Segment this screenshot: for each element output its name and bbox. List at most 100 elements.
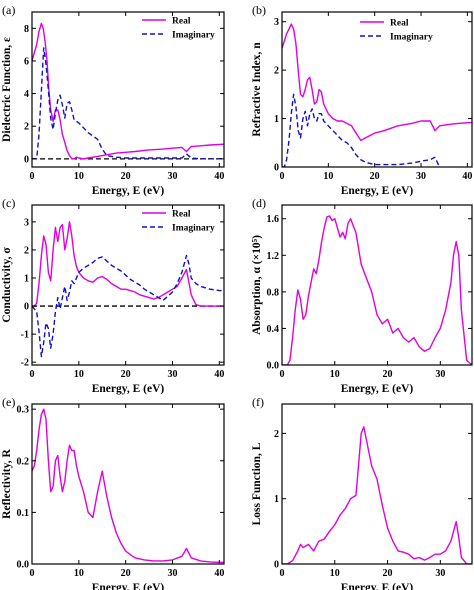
y-tick-label: 1 bbox=[274, 114, 279, 125]
series-line-main bbox=[282, 215, 472, 365]
y-tick-label: 0.8 bbox=[267, 287, 280, 298]
y-tick-label: 0.0 bbox=[267, 361, 280, 372]
plot-frame bbox=[281, 11, 473, 168]
y-tick-label: 1.2 bbox=[267, 251, 280, 262]
series-line-imaginary bbox=[32, 254, 224, 358]
x-tick-label: 10 bbox=[74, 369, 84, 380]
x-tick-label: 10 bbox=[330, 568, 340, 579]
series-line-imaginary bbox=[32, 47, 224, 160]
legend: Real Imaginary bbox=[360, 19, 433, 43]
legend: Real Imaginary bbox=[142, 17, 215, 41]
x-tick-label: 40 bbox=[214, 568, 224, 579]
y-tick-label: 3 bbox=[24, 217, 29, 228]
x-tick-label: 30 bbox=[167, 369, 177, 380]
series-line-main bbox=[282, 426, 472, 564]
y-tick-label: 2 bbox=[24, 245, 29, 256]
x-tick-label: 40 bbox=[214, 369, 224, 380]
x-tick-label: 10 bbox=[74, 568, 84, 579]
x-tick-label: 30 bbox=[435, 369, 445, 380]
y-axis-label: Conductivity, σ bbox=[1, 247, 13, 323]
y-tick-label: 0.1 bbox=[17, 508, 30, 519]
x-tick-label: 30 bbox=[167, 171, 177, 182]
plot-frame bbox=[281, 403, 473, 565]
legend-label: Real bbox=[172, 17, 191, 27]
y-tick-label: 0.2 bbox=[17, 456, 30, 467]
panel-tag: (d) bbox=[252, 196, 266, 210]
x-axis-label: Energy, E (eV) bbox=[92, 582, 165, 590]
x-tick-label: 20 bbox=[121, 369, 131, 380]
y-tick-label: 1 bbox=[274, 494, 279, 505]
series-line-real bbox=[32, 221, 224, 307]
chart-panel-3: 0 10 20 30 40 -2 -1 0 1 2 3 Energy, E (eV) Conductiv… bbox=[1, 196, 225, 395]
legend-label: Real bbox=[390, 19, 409, 29]
y-tick-label: -2 bbox=[21, 358, 29, 369]
y-tick-label: 1 bbox=[24, 273, 29, 284]
panel-tag: (b) bbox=[252, 3, 266, 17]
y-tick-label: 0 bbox=[24, 302, 29, 313]
x-tick-label: 20 bbox=[121, 171, 131, 182]
x-tick-label: 0 bbox=[30, 369, 35, 380]
y-axis-label: Reflectivity, R bbox=[1, 449, 13, 519]
y-tick-label: 3 bbox=[274, 17, 279, 28]
x-tick-label: 10 bbox=[74, 171, 84, 182]
y-tick-label: 8 bbox=[24, 24, 29, 35]
x-tick-label: 0 bbox=[280, 171, 285, 182]
legend: Real Imaginary bbox=[142, 210, 215, 234]
x-axis-label: Energy, E (eV) bbox=[341, 185, 414, 197]
y-tick-label: 2 bbox=[274, 66, 279, 77]
y-tick-label: 4 bbox=[24, 89, 29, 100]
x-tick-label: 40 bbox=[462, 171, 472, 182]
panel-tag: (f) bbox=[252, 395, 264, 409]
chart-panel-1: 0 10 20 30 40 0 2 4 6 8 Energy, E (eV) Dielectric F… bbox=[1, 3, 225, 197]
chart-panel-5: 0 10 20 30 40 0.0 0.1 0.2 0.3 Energy, E (eV) Refle… bbox=[1, 395, 225, 590]
y-axis-label: Absorption, α (×10⁵) bbox=[251, 235, 263, 335]
chart-panel-2: 0 10 20 30 40 0 1 2 3 Energy, E (eV) Refractive In… bbox=[251, 3, 473, 197]
y-tick-label: 0.0 bbox=[17, 560, 30, 571]
x-tick-label: 20 bbox=[121, 568, 131, 579]
x-tick-label: 30 bbox=[416, 171, 426, 182]
x-axis-label: Energy, E (eV) bbox=[92, 383, 165, 395]
x-axis-label: Energy, E (eV) bbox=[92, 185, 165, 197]
y-axis-label: Loss Function, L bbox=[251, 442, 263, 525]
y-tick-label: 2 bbox=[24, 122, 29, 133]
plot-frame bbox=[31, 204, 225, 366]
y-tick-label: 0 bbox=[274, 560, 279, 571]
x-tick-label: 0 bbox=[30, 568, 35, 579]
x-tick-label: 20 bbox=[383, 369, 393, 380]
x-tick-label: 0 bbox=[280, 568, 285, 579]
x-tick-label: 20 bbox=[383, 568, 393, 579]
x-tick-label: 40 bbox=[214, 171, 224, 182]
y-tick-label: 2 bbox=[274, 429, 279, 440]
y-tick-label: 0.4 bbox=[267, 324, 280, 335]
legend-label: Imaginary bbox=[390, 33, 433, 43]
plot-frame bbox=[31, 11, 225, 168]
legend-label: Imaginary bbox=[172, 224, 215, 234]
series-line-imaginary bbox=[282, 93, 441, 167]
x-tick-label: 10 bbox=[330, 369, 340, 380]
y-tick-label: 0.3 bbox=[17, 405, 30, 416]
x-axis-label: Energy, E (eV) bbox=[341, 383, 414, 395]
y-axis-label: Refractive Index, n bbox=[251, 42, 263, 137]
x-tick-label: 30 bbox=[167, 568, 177, 579]
y-tick-label: 0 bbox=[274, 163, 279, 174]
series-line-real bbox=[282, 23, 472, 142]
series-line-real bbox=[32, 22, 224, 160]
series-line-main bbox=[32, 408, 224, 564]
x-tick-label: 0 bbox=[280, 369, 285, 380]
legend-label: Real bbox=[172, 210, 191, 220]
x-axis-label: Energy, E (eV) bbox=[341, 582, 414, 590]
x-tick-label: 20 bbox=[370, 171, 380, 182]
panel-tag: (c) bbox=[2, 196, 15, 210]
legend-label: Imaginary bbox=[172, 31, 215, 41]
y-tick-label: 0 bbox=[24, 154, 29, 165]
y-tick-label: -1 bbox=[21, 330, 29, 341]
x-tick-label: 30 bbox=[435, 568, 445, 579]
y-axis-label: Dielectric Function, ε bbox=[1, 37, 13, 142]
plot-frame bbox=[281, 204, 473, 366]
chart-panel-6: 0 10 20 30 0 1 2 Energy, E (eV) Loss Function, L… bbox=[251, 395, 473, 590]
plot-frame bbox=[31, 403, 225, 565]
y-tick-label: 1.6 bbox=[267, 214, 280, 225]
panel-tag: (a) bbox=[2, 3, 15, 17]
y-tick-label: 6 bbox=[24, 56, 29, 67]
